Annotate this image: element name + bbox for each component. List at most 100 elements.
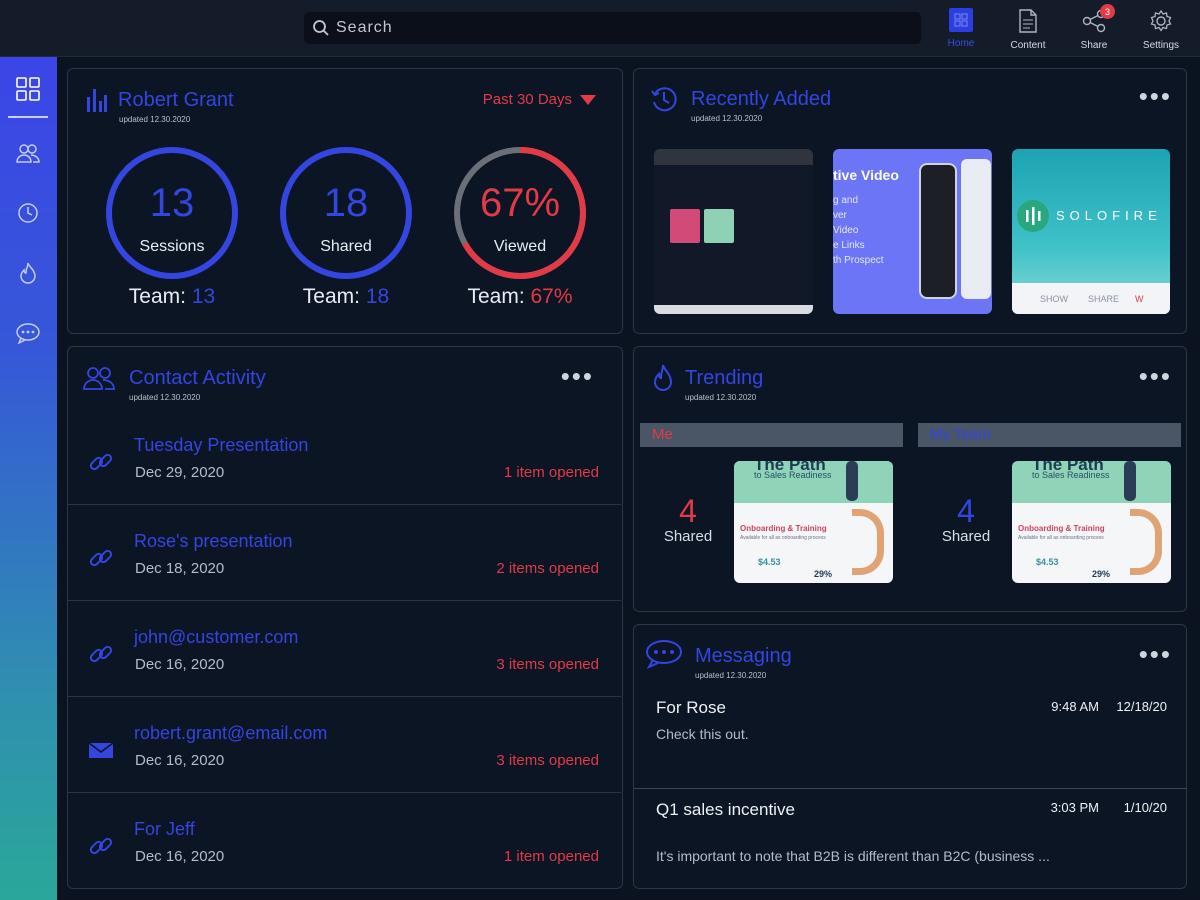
contact-row[interactable]: Tuesday Presentation Dec 29, 2020 1 item… [68,409,621,505]
trending-updated: updated 12.30.2020 [685,393,757,402]
trending-more-button[interactable]: ••• [1138,361,1172,391]
thumb-headline: The Path [754,461,826,474]
nav-share-button[interactable]: 3 Share [1069,4,1119,55]
message-title: For Rose [656,698,726,717]
link-icon [88,641,114,667]
sessions-team: Team: 13 [102,285,242,309]
solofire-logo-icon [1017,200,1049,232]
team-value: 18 [365,285,390,308]
shared-stat: 18 Shared [276,143,416,283]
contact-row[interactable]: john@customer.com Dec 16, 2020 3 items o… [68,601,621,697]
contact-activity-card: Contact Activity updated 12.30.2020 ••• … [67,346,623,889]
recent-title: Recently Added [691,88,832,110]
thumb-section-sub: Available for all as onboarding process [1018,535,1104,541]
search-icon [313,20,329,36]
thumb3-footer: SHOW SHARE W [1012,283,1170,314]
nav-settings-button[interactable]: Settings [1136,5,1186,55]
nav-share-label: Share [1080,40,1108,51]
thumb-price: $4.53 [1036,557,1059,567]
team-value: 13 [191,285,216,308]
contact-row[interactable]: robert.grant@email.com Dec 16, 2020 3 it… [68,697,621,793]
link-icon [88,449,114,475]
search-input[interactable] [336,19,896,37]
link-icon [88,545,114,571]
thumb3-brand: SOLOFIRE [1056,208,1162,223]
history-icon[interactable] [14,199,42,227]
email-icon [88,737,114,763]
thumb3-link: SHOW [1040,293,1068,304]
recent-thumbnail-1[interactable] [654,149,813,314]
document-icon [1015,8,1041,34]
trending-card: Trending updated 12.30.2020 ••• Me My Te… [633,346,1187,612]
trending-icon [652,363,674,398]
messaging-title: Messaging [695,645,792,667]
viewed-label: Viewed [493,238,547,255]
recent-updated: updated 12.30.2020 [691,114,763,123]
share-badge: 3 [1100,4,1115,19]
thumb2-title: tive Video [833,167,899,183]
shared-ring [280,147,412,279]
thumb2-line: g and [833,195,859,206]
link-icon [88,833,114,859]
viewed-ring [454,147,586,279]
messaging-icon[interactable] [14,319,42,347]
recent-more-button[interactable]: ••• [1138,81,1172,111]
contact-date: Dec 16, 2020 [135,656,225,673]
trending-me-label: Shared [663,528,713,545]
sessions-ring [106,147,238,279]
recent-thumbnail-3[interactable]: SOLOFIRE SHOW SHARE W [1012,149,1170,314]
nav-home-button[interactable]: Home [936,5,986,55]
team-value: 67% [530,285,573,308]
shared-value: 18 [323,181,369,225]
search-bar[interactable] [304,12,921,44]
gear-icon [1148,8,1174,34]
sessions-value: 13 [149,181,195,225]
nav-content-button[interactable]: Content [1003,5,1053,55]
stats-title: Robert Grant [118,89,234,111]
contact-date: Dec 29, 2020 [135,464,225,481]
contact-row[interactable]: For Jeff Dec 16, 2020 1 item opened [68,793,621,889]
messaging-more-button[interactable]: ••• [1138,639,1172,669]
team-label: Team: [128,285,186,308]
message-time: 9:48 AM [1051,699,1099,714]
shared-team: Team: 18 [276,285,416,309]
contacts-icon[interactable] [14,139,42,167]
thumb-section-sub: Available for all as onboarding process [740,535,826,541]
contacts-title: Contact Activity [129,367,266,389]
history-icon [650,85,678,118]
thumb-headline: The Path [1032,461,1104,474]
trending-me-thumbnail[interactable]: The Path to Sales Readiness Onboarding &… [734,461,893,583]
thumb2-line: ver [833,210,847,221]
bar-chart-icon [86,87,108,118]
trending-team-thumbnail[interactable]: The Path to Sales Readiness Onboarding &… [1012,461,1171,583]
contact-date: Dec 18, 2020 [135,560,225,577]
recent-thumbnail-2[interactable]: tive Video g and ver Video e Links th Pr… [833,149,992,314]
trending-icon[interactable] [14,259,42,287]
sidebar-divider [8,116,48,118]
recently-added-card: Recently Added updated 12.30.2020 ••• ti… [633,68,1187,334]
top-bar: Home Content 3 Share Settings [0,0,1200,57]
viewed-stat: 67% Viewed [450,143,590,283]
thumb-section: Onboarding & Training [740,524,827,533]
stats-card: Robert Grant updated 12.30.2020 Past 30 … [67,68,623,334]
dashboard-icon[interactable] [14,75,42,103]
home-icon [949,8,973,32]
message-body: It's important to note that B2B is diffe… [656,848,1050,864]
sidebar [0,57,57,900]
trending-me-header: Me [640,423,903,447]
message-item[interactable]: Q1 sales incentive 3:03 PM 1/10/20 It's … [634,791,1187,888]
contact-row[interactable]: Rose's presentation Dec 18, 2020 2 items… [68,505,621,601]
share-icon: 3 [1081,4,1115,34]
period-label: Past 30 Days [482,91,572,108]
stats-updated: updated 12.30.2020 [119,115,191,124]
contact-count: 3 items opened [496,656,599,673]
contact-title: Rose's presentation [134,531,293,551]
trending-title: Trending [685,367,764,389]
period-dropdown[interactable]: Past 30 Days [483,91,596,108]
contacts-more-button[interactable]: ••• [560,361,594,391]
message-date: 12/18/20 [1116,699,1167,714]
message-item[interactable]: For Rose 9:48 AM 12/18/20 Check this out… [634,687,1187,789]
message-body: Check this out. [656,726,749,742]
thumb2-line: e Links [833,240,865,251]
message-time: 3:03 PM [1050,800,1099,815]
